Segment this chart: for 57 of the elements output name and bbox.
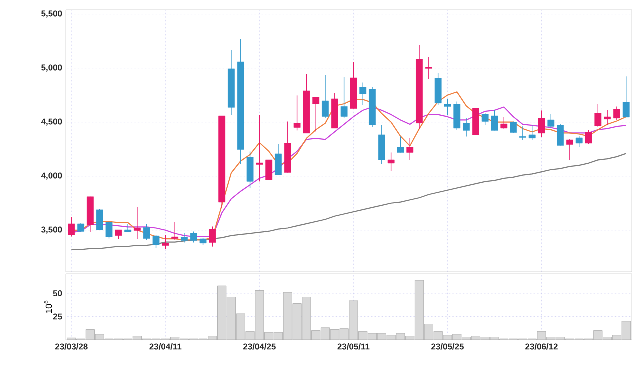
y-tick-label: 25 [53, 314, 62, 320]
candlestick [360, 82, 367, 106]
candlestick [124, 224, 132, 232]
x-tick-label: 23/05/25 [432, 344, 464, 350]
candlestick [340, 77, 348, 119]
y-tick-label: 50 [53, 290, 62, 297]
candlestick [106, 221, 113, 240]
candlestick [614, 106, 620, 120]
candlestick [388, 152, 395, 172]
y-tick-label: 3,500 [41, 226, 62, 234]
x-tick-label: 23/05/11 [338, 344, 370, 350]
y-axis-title: 10$^{6}$ [44, 300, 52, 314]
candlestick [406, 138, 414, 160]
candlestick [181, 233, 188, 244]
candlestick [172, 222, 179, 240]
y-tick-label: 5,000 [42, 64, 62, 72]
candlestick [266, 160, 273, 180]
x-tick-label: 23/04/11 [150, 344, 182, 350]
candlestick [294, 95, 301, 132]
x-tick-label: 23/03/28 [55, 344, 88, 350]
candlestick [463, 118, 470, 138]
y-tick-label: 4,500 [41, 118, 62, 126]
candlestick [444, 99, 452, 116]
candlestick [585, 130, 592, 144]
candlestick [548, 114, 555, 129]
candlestick [322, 74, 329, 119]
candlestick [482, 113, 489, 126]
y-tick-label: 5,500 [42, 10, 62, 18]
y-tick-label: 4,000 [41, 172, 62, 180]
candlestick [209, 226, 216, 248]
candlestick [491, 110, 498, 132]
candlestick [68, 216, 76, 238]
x-tick-label: 23/04/25 [244, 344, 276, 350]
candlestick [557, 124, 564, 146]
candlestick [604, 110, 612, 126]
candlestick [622, 76, 630, 118]
candlestick [162, 234, 170, 250]
candlestick [397, 136, 404, 154]
candlestick [256, 114, 264, 182]
candlestick [538, 110, 546, 138]
candlestick [190, 231, 198, 244]
candlestick [115, 230, 122, 240]
candlestick [594, 104, 602, 128]
candlestick [510, 121, 517, 134]
candlestick [425, 56, 432, 80]
candlestick [312, 97, 320, 132]
candlestick [528, 124, 536, 140]
candlestick [134, 206, 141, 240]
candlestick [500, 117, 508, 130]
candlestick [143, 224, 150, 240]
candlestick [566, 139, 574, 160]
candlestick [520, 126, 526, 140]
x-tick-label: 23/06/12 [526, 344, 558, 350]
candlestick [275, 144, 282, 176]
candlestick [152, 234, 160, 249]
candlestick [576, 136, 583, 148]
candlestick [96, 208, 104, 231]
